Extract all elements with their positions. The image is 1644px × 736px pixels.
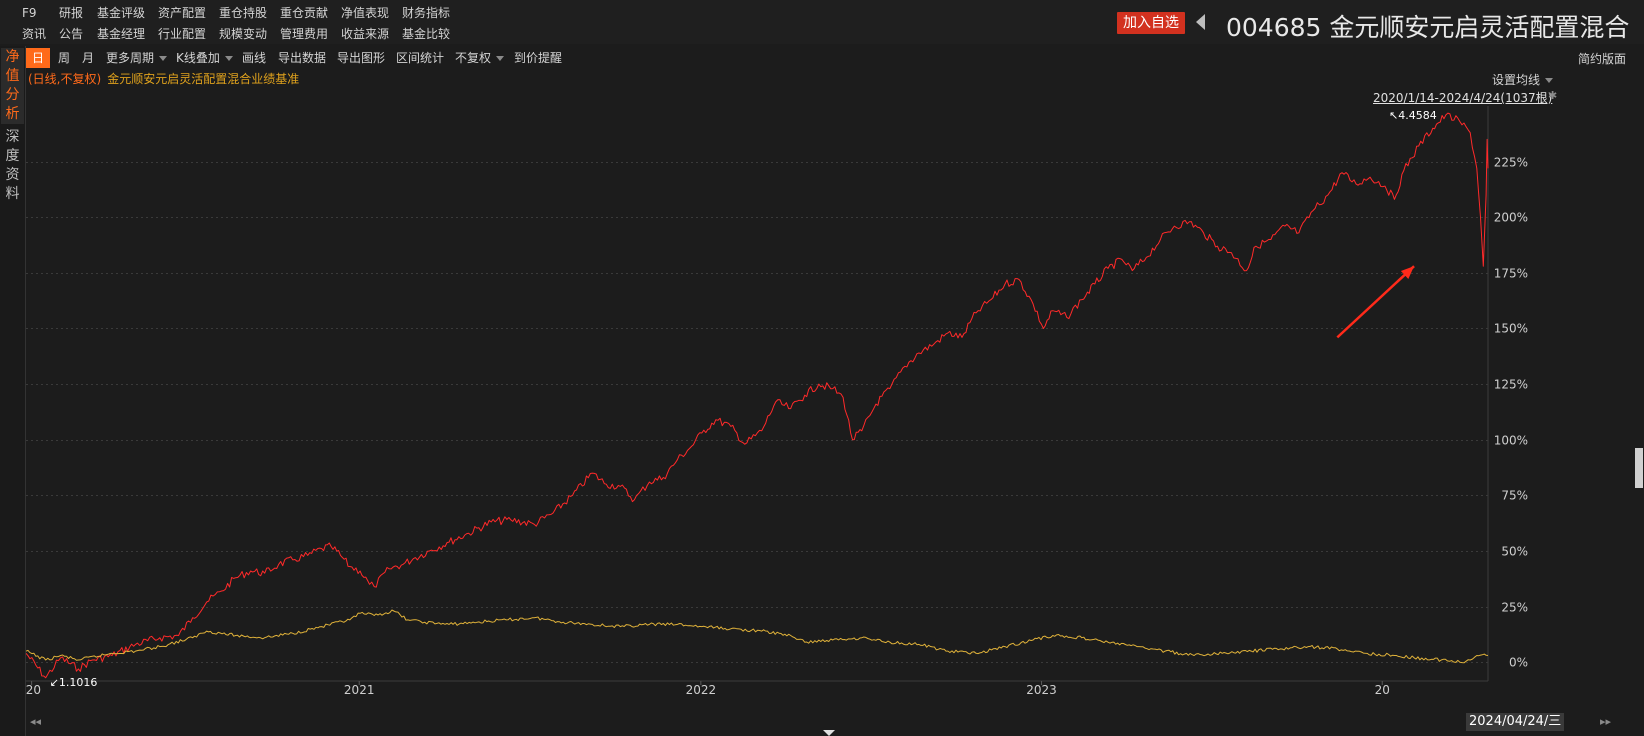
bottom-panel-toggle-icon[interactable] (823, 730, 835, 736)
sidebar-tab-label: 净值分析 (5, 49, 20, 122)
chevron-down-icon (224, 56, 233, 61)
y-tick-label: 100% (1494, 434, 1528, 448)
more-periods-label: 更多周期 (106, 51, 155, 65)
chevron-down-icon (159, 56, 168, 61)
more-periods-dropdown[interactable]: 更多周期 (106, 48, 168, 68)
y-tick-label: 150% (1494, 322, 1528, 336)
chevron-down-icon (496, 56, 505, 61)
adjustment-label: 不复权 (455, 51, 492, 65)
nav-chart[interactable]: 0% 25% 50% 75% 100% 125% 150% 175% 200% 225% I20 20… (26, 106, 1566, 716)
ma-setting-label: 设置均线 (1492, 73, 1541, 87)
nav-research[interactable]: 研报 (59, 6, 84, 20)
nav-fund-manager[interactable]: 基金经理 (97, 27, 146, 41)
nav-rating[interactable]: 基金评级 (97, 6, 146, 20)
range-stats-button[interactable]: 区间统计 (396, 51, 445, 65)
sidebar-tab-label: 深度资料 (5, 129, 20, 202)
legend-benchmark: 金元顺安元启灵活配置混合业绩基准 (107, 72, 300, 86)
back-arrow-icon[interactable] (1196, 14, 1205, 30)
legend-mode: (日线,不复权) (28, 72, 102, 86)
kline-overlay-label: K线叠加 (176, 51, 220, 65)
nav-nav-performance[interactable]: 净值表现 (341, 6, 390, 20)
nav-management-fee[interactable]: 管理费用 (280, 27, 329, 41)
y-tick-label: 175% (1494, 267, 1528, 281)
period-month-button[interactable]: 月 (82, 51, 95, 65)
nav-f9[interactable]: F9 (22, 6, 37, 20)
x-tick-label: 2023 (1026, 683, 1057, 697)
series-line-0 (26, 112, 1489, 679)
x-tick-label: 2022 (686, 683, 717, 697)
nav-industry-allocation[interactable]: 行业配置 (158, 27, 207, 41)
moving-average-setting[interactable]: 设置均线 (1492, 71, 1554, 88)
nav-announcements[interactable]: 公告 (59, 27, 84, 41)
chevron-down-icon (1545, 78, 1554, 83)
period-day-button[interactable]: 日 (26, 48, 51, 68)
scroll-right-button[interactable]: ▸▸ (1600, 715, 1612, 728)
nav-top-holdings[interactable]: 重仓持股 (219, 6, 268, 20)
export-graph-button[interactable]: 导出图形 (337, 51, 386, 65)
nav-news[interactable]: 资讯 (22, 27, 47, 41)
nav-financials[interactable]: 财务指标 (402, 6, 451, 20)
add-watchlist-button[interactable]: 加入自选 (1117, 12, 1185, 34)
date-range-label[interactable]: 2020/1/14-2024/4/24(1037根) (1373, 91, 1553, 105)
annotation-min: ↙1.1016 (50, 676, 98, 689)
left-sidebar: 净值分析 深度资料 (0, 46, 26, 736)
nav-asset-allocation[interactable]: 资产配置 (158, 6, 207, 20)
y-tick-label: 125% (1494, 378, 1528, 392)
y-tick-label: 25% (1501, 601, 1528, 615)
chart-legend: (日线,不复权) 金元顺安元启灵活配置混合业绩基准 (28, 70, 299, 87)
sidebar-tab-deep-info[interactable]: 深度资料 (1, 128, 24, 204)
y-tick-label: 0% (1509, 656, 1528, 670)
scroll-left-button[interactable]: ◂◂ (30, 715, 42, 728)
simple-layout-button[interactable]: 简约版面 (1578, 52, 1627, 66)
nav-income-source[interactable]: 收益来源 (341, 27, 390, 41)
y-tick-label: 200% (1494, 211, 1528, 225)
series-line-1 (26, 609, 1489, 664)
adjustment-dropdown[interactable]: 不复权 (455, 48, 505, 68)
annotation-arrow-head (1400, 266, 1415, 279)
period-week-button[interactable]: 周 (58, 51, 71, 65)
x-tick-label: 20 (1375, 683, 1390, 697)
current-date-readout: 2024/04/24/三 (1466, 713, 1565, 731)
fund-title: 004685 金元顺安元启灵活配置混合 (1226, 13, 1630, 42)
top-navigation: F9 研报 基金评级 资产配置 重仓持股 重仓贡献 净值表现 财务指标 资讯 公… (0, 0, 1644, 44)
draw-line-button[interactable]: 画线 (242, 51, 267, 65)
annotation-arrow-shaft (1336, 265, 1415, 339)
annotation-max: ↖4.4584 (1389, 109, 1437, 122)
y-tick-label: 75% (1501, 489, 1528, 503)
sidebar-tab-nav-analysis[interactable]: 净值分析 (1, 48, 24, 124)
nav-holding-contribution[interactable]: 重仓贡献 (280, 6, 329, 20)
y-tick-label: 225% (1494, 156, 1528, 170)
nav-fund-compare[interactable]: 基金比较 (402, 27, 451, 41)
x-tick-label: 2021 (344, 683, 375, 697)
y-tick-label: 50% (1501, 545, 1528, 559)
x-tick-label: I20 (26, 683, 41, 697)
right-panel-handle[interactable] (1635, 448, 1643, 488)
kline-overlay-dropdown[interactable]: K线叠加 (176, 48, 233, 68)
pin-icon[interactable]: ✱ (1548, 89, 1558, 102)
nav-scale-change[interactable]: 规模变动 (219, 27, 268, 41)
price-alert-button[interactable]: 到价提醒 (514, 51, 563, 65)
export-data-button[interactable]: 导出数据 (278, 51, 327, 65)
